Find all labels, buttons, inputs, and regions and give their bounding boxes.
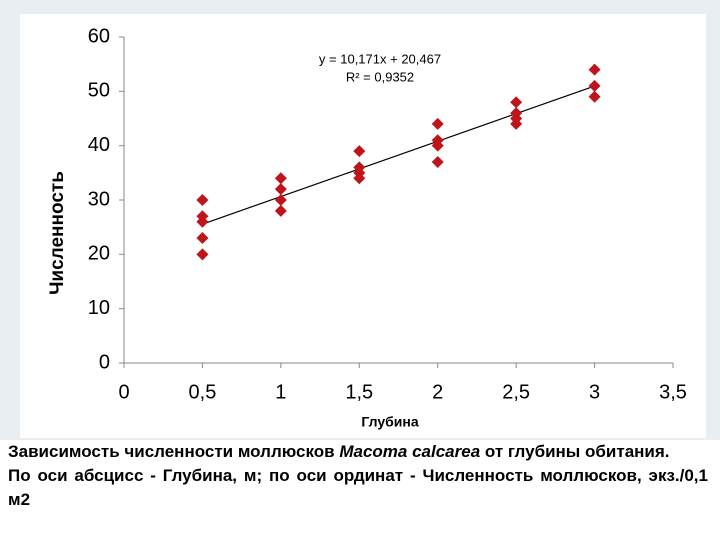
point: [510, 117, 523, 130]
x-tick-label: 0,5: [189, 381, 217, 403]
caption-text: Зависимость численности моллюсков: [8, 442, 340, 461]
caption: Зависимость численности моллюсков Macoma…: [8, 440, 708, 512]
y-tick-label: 60: [88, 25, 110, 47]
chart: Численность Глубина y = 10,171x + 20,467…: [20, 14, 706, 438]
point: [353, 145, 366, 158]
caption-text: от глубины обитания.: [480, 442, 670, 461]
x-tick-label: 0: [118, 381, 129, 403]
y-tick-label: 40: [88, 134, 110, 156]
point: [431, 139, 444, 152]
point: [274, 172, 287, 185]
trend-r2: R² = 0,9352: [346, 69, 414, 84]
trendline: [202, 85, 595, 225]
caption-species: Macoma calcarea: [339, 442, 481, 461]
point: [274, 194, 287, 206]
x-tick-label: 1,5: [345, 381, 373, 403]
trend-equation: y = 10,171x + 20,467: [319, 51, 441, 66]
x-tick-label: 2: [432, 381, 443, 403]
point: [196, 194, 209, 206]
caption-paragraph: По оси абсцисс - Глубина, м; по оси орди…: [8, 466, 708, 509]
y-axis-label: Численность: [47, 171, 68, 295]
point: [431, 117, 444, 130]
point: [588, 79, 601, 92]
point: [274, 183, 287, 196]
point: [510, 96, 523, 109]
caption-paragraph: Зависимость численности моллюсков Macoma…: [8, 440, 708, 464]
point: [274, 204, 287, 217]
point: [196, 215, 209, 228]
point: [588, 63, 601, 76]
point: [588, 90, 601, 103]
x-tick-label: 1: [275, 381, 286, 403]
y-tick-label: 10: [88, 297, 110, 319]
x-axis-label: Глубина: [361, 414, 418, 430]
y-tick-label: 30: [88, 188, 110, 210]
point: [353, 172, 366, 185]
x-tick-label: 3,5: [659, 381, 687, 403]
y-tick-label: 20: [88, 243, 110, 265]
x-tick-label: 2,5: [502, 381, 530, 403]
y-tick-label: 50: [88, 80, 110, 102]
point: [431, 155, 444, 168]
point: [196, 248, 209, 261]
point: [196, 232, 209, 245]
x-tick-label: 3: [589, 381, 600, 403]
y-tick-label: 0: [99, 351, 110, 373]
